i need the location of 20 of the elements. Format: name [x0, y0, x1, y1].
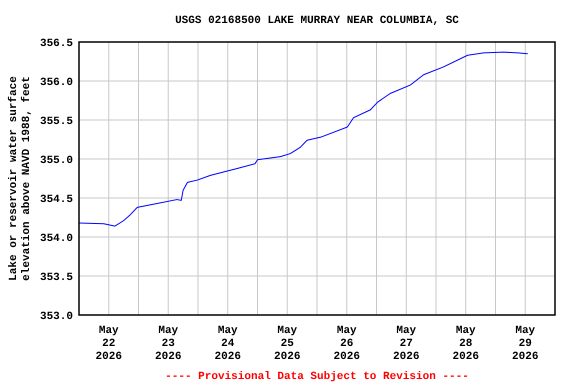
line-series [78, 52, 528, 227]
y-tick-label: 355.0 [40, 154, 73, 167]
y-tick-label: 355.5 [40, 116, 74, 128]
x-tick-label: May 26 2026 [334, 325, 360, 363]
y-tick-label: 353.0 [40, 310, 73, 323]
x-tick-label: May 23 2026 [155, 325, 182, 363]
x-tick-label: May 25 2026 [274, 325, 300, 363]
x-tick-label: May 22 2026 [96, 325, 122, 363]
y-tick-label: 354.0 [40, 232, 73, 245]
chart-title: USGS 02168500 LAKE MURRAY NEAR COLUMBIA, SC [175, 15, 460, 27]
y-tick-label: 356.5 [40, 38, 74, 50]
y-tick-label: 356.0 [40, 76, 73, 89]
y-tick-label: 353.5 [40, 272, 74, 284]
text: ---- Provisional Data Subject to Revision ---- [165, 371, 469, 383]
y-axis-title: Lake or reservoir water surface elevation above NAVD 1988, feet [7, 76, 33, 281]
x-tick-label: May 24 2026 [214, 325, 241, 363]
y-tick-label: 354.5 [40, 194, 74, 206]
x-tick-label: May 27 2026 [393, 325, 420, 363]
x-tick-label: May 29 2026 [512, 325, 538, 363]
x-tick-label: May 28 2026 [452, 325, 479, 363]
